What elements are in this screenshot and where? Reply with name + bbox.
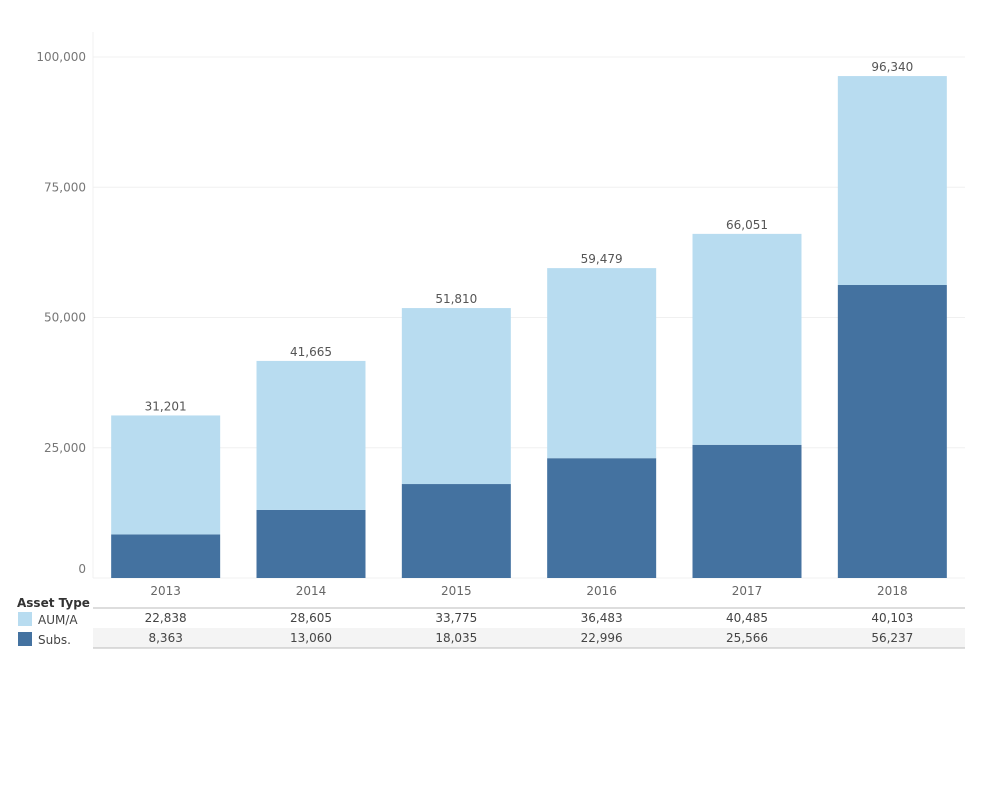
bar-subs-2016 (547, 458, 657, 578)
x-tick-label: 2017 (732, 584, 763, 598)
table-row-band (93, 628, 965, 648)
table-cell: 28,605 (290, 611, 332, 625)
bar-auma-2018 (837, 76, 947, 286)
total-label: 51,810 (435, 292, 477, 306)
y-tick-label: 50,000 (44, 311, 86, 325)
bar-auma-2016 (547, 268, 657, 459)
legend-label: Subs. (38, 633, 71, 647)
x-tick-label: 2016 (586, 584, 617, 598)
table-cell: 40,485 (726, 611, 768, 625)
y-tick-label: 75,000 (44, 180, 86, 194)
y-tick-label: 100,000 (36, 50, 86, 64)
legend-title: Asset Type (17, 596, 90, 610)
table-cell: 18,035 (435, 631, 477, 645)
table-cell: 56,237 (871, 631, 913, 645)
table-cell: 25,566 (726, 631, 768, 645)
bar-subs-2013 (111, 534, 221, 578)
legend-label: AUM/A (38, 613, 78, 627)
total-label: 66,051 (726, 218, 768, 232)
y-tick-label: 25,000 (44, 441, 86, 455)
bar-subs-2018 (837, 285, 947, 578)
table-cell: 13,060 (290, 631, 332, 645)
legend-swatch-subs (18, 632, 32, 646)
x-tick-label: 2015 (441, 584, 472, 598)
bar-subs-2017 (692, 444, 802, 578)
table-cell: 22,996 (581, 631, 623, 645)
table-cell: 36,483 (581, 611, 623, 625)
total-label: 41,665 (290, 345, 332, 359)
total-label: 31,201 (145, 399, 187, 413)
bar-auma-2017 (692, 233, 802, 445)
table-cell: 33,775 (435, 611, 477, 625)
total-label: 59,479 (581, 252, 623, 266)
total-label: 96,340 (871, 60, 913, 74)
bar-auma-2015 (401, 308, 511, 485)
bar-subs-2015 (401, 484, 511, 578)
x-tick-label: 2018 (877, 584, 908, 598)
bar-auma-2013 (111, 415, 221, 535)
bar-subs-2014 (256, 509, 366, 578)
x-tick-label: 2014 (296, 584, 327, 598)
bar-auma-2014 (256, 360, 366, 510)
y-tick-label: 0 (78, 562, 86, 576)
table-cell: 8,363 (148, 631, 182, 645)
x-tick-label: 2013 (150, 584, 181, 598)
legend-swatch-auma (18, 612, 32, 626)
table-cell: 22,838 (145, 611, 187, 625)
table-cell: 40,103 (871, 611, 913, 625)
